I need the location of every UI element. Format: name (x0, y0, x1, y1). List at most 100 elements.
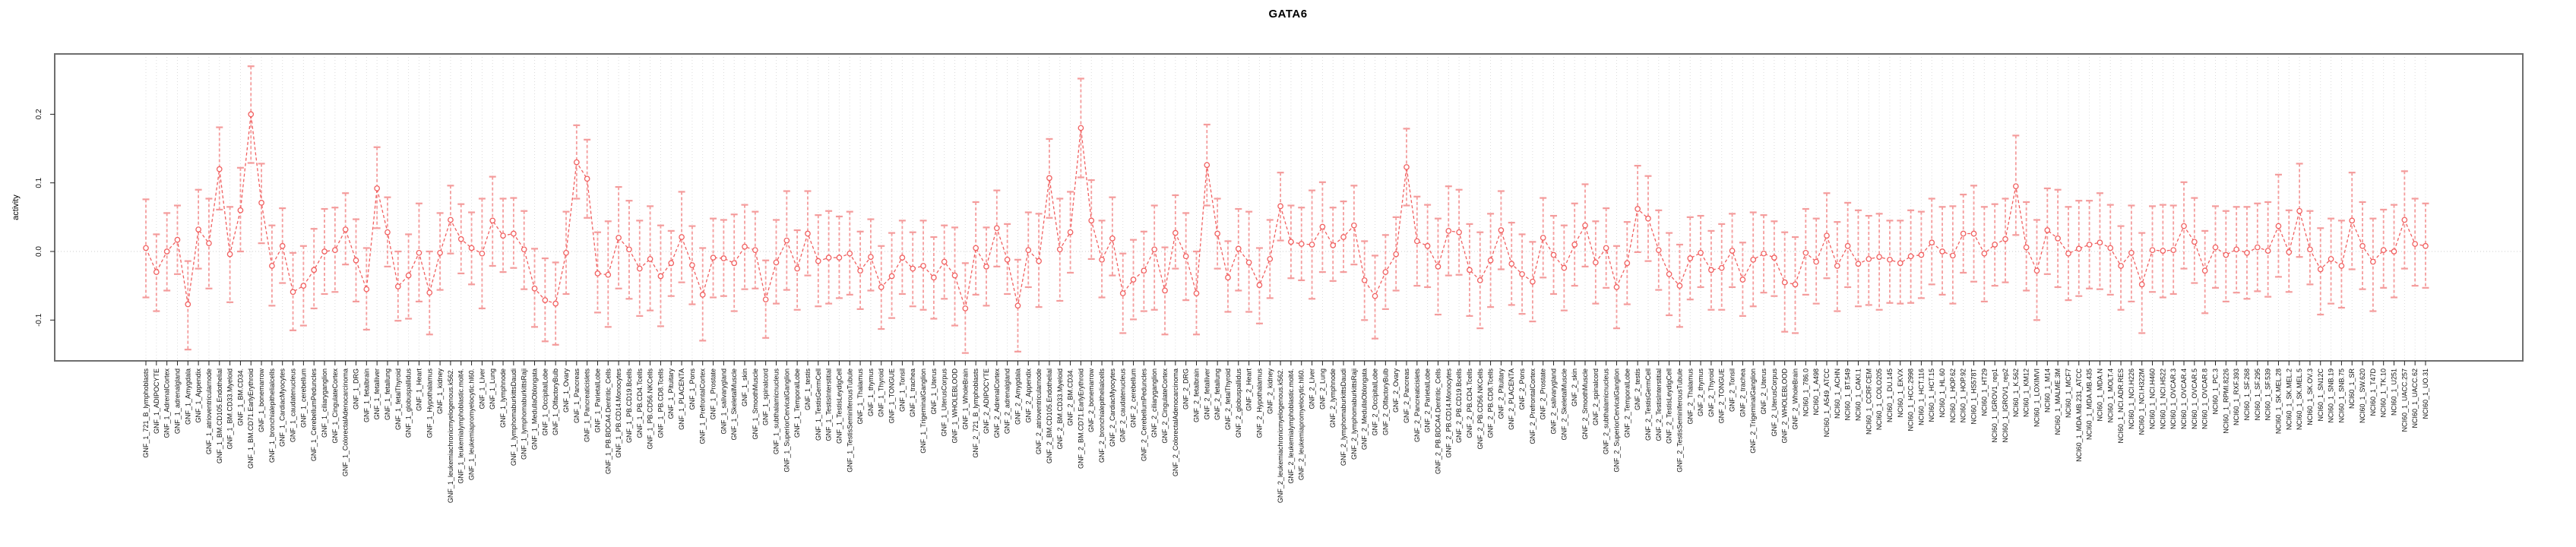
data-point (1561, 264, 1568, 271)
data-point (1182, 253, 1189, 260)
x-axis-label: NCI60_1_K.562 (2012, 368, 2020, 417)
series-line (145, 114, 2426, 309)
x-axis-label: GNF_2_SuperiorCervicalGanglion (1612, 368, 1620, 473)
data-point (143, 245, 149, 251)
x-axis-label: GNF_1_PB.CD14.Monocytes (615, 368, 622, 458)
data-point (1036, 258, 1042, 264)
x-axis-label: GNF_1_CardiacMyocytes (279, 368, 286, 447)
data-point (1698, 249, 1704, 256)
x-axis-label: GNF_2_leukemiapromyelocytic.hl60. (1298, 368, 1305, 480)
x-axis-label: GNF_1_Ovary (562, 368, 570, 413)
data-point (1592, 259, 1599, 266)
x-axis-label: GNF_1_Heart (415, 368, 422, 412)
data-point (1319, 223, 1326, 230)
data-point (920, 263, 926, 269)
x-axis-label: GNF_1_WHOLEBLOOD (951, 368, 959, 444)
x-axis-label: NCI60_1_SK.MEL.2 (2285, 368, 2293, 430)
data-point (1887, 256, 1893, 263)
data-point (1844, 242, 1851, 249)
data-point (1687, 255, 1694, 261)
data-point (1519, 270, 1525, 277)
x-axis-label: GNF_2_TemporalLobe (1623, 368, 1631, 438)
x-axis-label: GNF_1_UterusCorpus (941, 368, 948, 437)
x-axis-label: GNF_2_lymphomaburkittsRaji (1350, 368, 1358, 460)
data-point (258, 200, 264, 206)
data-point (269, 263, 275, 269)
y-axis-tick-labels: -0.1 0.0 0.1 0.2 (35, 109, 43, 327)
x-axis-label: GNF_1_Hypothalamus (426, 368, 433, 438)
y-axis-tick-label: -0.1 (35, 313, 43, 327)
x-axis-label: NCI60_1_SK.OV.3 (2306, 368, 2314, 425)
x-axis-label: GNF_1_PB.BDCA4.Dentritic_Cells (604, 368, 612, 475)
data-point (2191, 239, 2198, 245)
data-point (1929, 239, 1935, 246)
data-point (910, 265, 916, 272)
x-axis-label: NCI60_1_SNB.19 (2328, 368, 2335, 423)
data-point (153, 269, 160, 275)
data-point (1413, 238, 1420, 245)
x-axis-label: GNF_1_Lung (489, 368, 496, 409)
data-point (2401, 217, 2408, 223)
data-point (699, 292, 706, 298)
data-point (1907, 253, 1914, 260)
data-point (1635, 206, 1641, 212)
x-axis-label: GNF_2_AdrenalCortex (993, 368, 1001, 438)
x-axis-label: GNF_2_Tonsil (1729, 368, 1736, 412)
x-axis-label: GNF_2_PLACENTA (1508, 368, 1515, 430)
data-point (783, 237, 790, 244)
data-point (1729, 248, 1736, 254)
x-axis-label: GNF_2_Thyroid (1707, 368, 1715, 417)
data-point (720, 255, 727, 261)
data-point (584, 175, 590, 182)
x-axis-label: GNF_2_fetalliver (1203, 368, 1210, 420)
data-point (1950, 252, 1956, 259)
data-point (542, 297, 549, 303)
data-point (941, 258, 948, 265)
data-point (321, 248, 328, 255)
data-point (815, 258, 821, 264)
x-axis-label: GNF_1_TestisLeydigCell (835, 368, 843, 444)
x-axis-label: GNF_2_MedullaOblongata (1361, 368, 1369, 450)
data-point (1613, 284, 1620, 290)
x-axis-label: GNF_1_CingulateCortex (331, 368, 339, 444)
x-axis-label: GNF_1_Thalamus (856, 368, 864, 425)
x-axis-label: GNF_1_lymphomaburkittsRaji (521, 368, 528, 460)
x-axis-label: GNF_1_721_B_lymphoblasts (142, 368, 150, 458)
x-axis-label: GNF_2_Liver (1309, 368, 1316, 409)
x-axis-label: GNF_1_Tonsil (898, 368, 906, 412)
x-axis-label: NCI60_1_A498 (1812, 368, 1820, 416)
x-axis-label: GNF_1_fetalbrain (362, 368, 370, 422)
data-point (1498, 227, 1505, 233)
data-point (1004, 256, 1011, 263)
data-point (331, 247, 338, 254)
x-axis-label: NCI60_1_A549_ATCC (1823, 368, 1831, 438)
data-point (374, 185, 380, 191)
x-axis-label: GNF_2_lymphomaburkittsDaudi (1340, 368, 1347, 466)
data-point (2002, 236, 2008, 242)
gridlines-vertical (145, 54, 2426, 361)
x-axis-label: NCI60_1_MDA.MB.435 (2086, 368, 2093, 440)
data-point (573, 159, 580, 166)
data-point (1487, 257, 1494, 264)
x-axis-label: GNF_1_PB.CD19.Bcells (625, 368, 633, 444)
x-axis-label: GNF_2_Lung (1318, 368, 1326, 409)
x-axis-label: GNF_1_SuperiorCervicalGanglion (783, 368, 790, 473)
x-axis-label: NCI60_1_SK.MEL.5 (2296, 368, 2303, 430)
data-point (679, 234, 685, 240)
data-point (2275, 223, 2282, 229)
x-axis-label: GNF_1_SmoothMuscle (752, 368, 759, 440)
data-point (1288, 239, 1294, 245)
data-point (1456, 229, 1462, 236)
x-axis-label: GNF_2_atrioventricularnode (1035, 368, 1043, 454)
data-point (174, 236, 181, 243)
data-point (2370, 258, 2376, 265)
data-point (2118, 263, 2124, 269)
data-point (1435, 264, 1441, 270)
data-point (1245, 259, 1252, 266)
x-axis-label: NCI60_1_HL.60 (1938, 368, 1946, 418)
x-axis-label: NCI60_1_COLO205 (1875, 368, 1883, 430)
data-point (973, 245, 979, 251)
data-point (626, 246, 632, 253)
data-point (563, 249, 569, 256)
data-point (931, 274, 937, 281)
